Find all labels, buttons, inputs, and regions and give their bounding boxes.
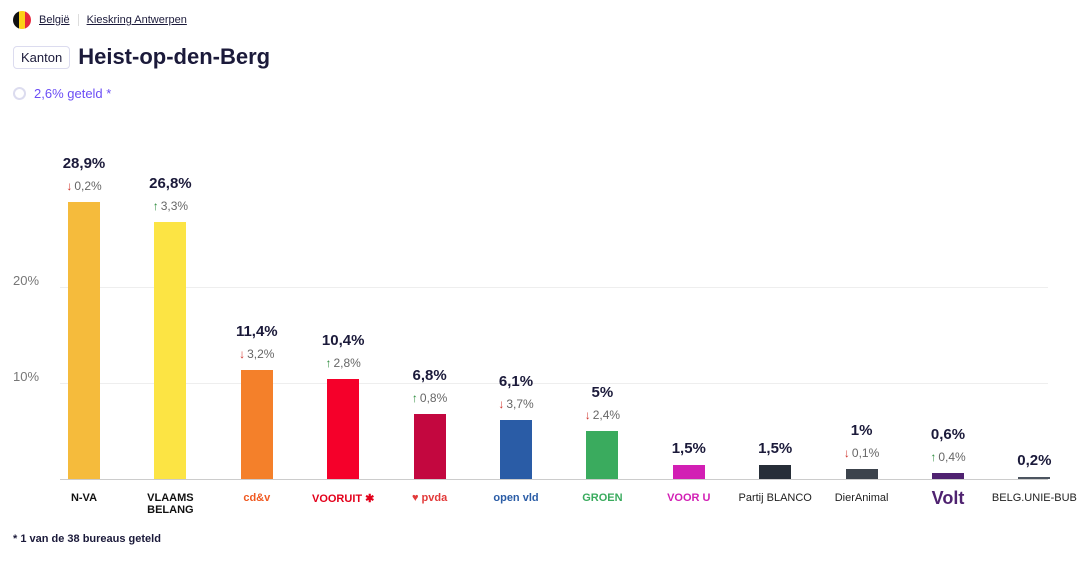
change-value: 3,3% — [160, 198, 189, 213]
party-logo[interactable]: DierAnimal — [834, 492, 889, 504]
value-label: 26,8% — [149, 174, 192, 192]
party-logo[interactable]: Volt — [931, 488, 965, 508]
arrow-down-icon: ↓ — [66, 178, 73, 193]
progress-spinner-icon — [13, 87, 26, 100]
value-label: 6,8% — [412, 366, 447, 384]
gridline — [60, 383, 1048, 384]
party-logo[interactable]: open vld — [493, 492, 539, 504]
value-label: 0,2% — [1017, 452, 1052, 469]
change-label: ↓ 3,2% — [212, 347, 302, 361]
breadcrumb-belgie[interactable]: België — [39, 14, 70, 26]
bar-10 — [932, 473, 964, 479]
arrow-down-icon: ↓ — [239, 346, 246, 361]
arrow-up-icon: ↑ — [152, 198, 159, 213]
arrow-up-icon: ↑ — [411, 390, 418, 405]
change-label: ↓ 0,2% — [39, 179, 129, 193]
value-label: 1% — [850, 422, 873, 440]
page-header: Kanton Heist-op-den-Berg — [13, 44, 270, 70]
bar-8 — [759, 464, 792, 479]
party-logo[interactable]: ♥ pvda — [411, 492, 448, 504]
breadcrumb: België Kieskring Antwerpen — [13, 11, 187, 29]
bar-7 — [672, 464, 705, 479]
x-axis — [60, 479, 1048, 480]
footnote: * 1 van de 38 bureaus geteld — [13, 533, 161, 545]
change-value: 2,8% — [333, 356, 361, 371]
change-value: 0,4% — [938, 450, 966, 465]
party-logo[interactable]: N-VA — [70, 492, 98, 504]
arrow-down-icon: ↓ — [584, 408, 591, 422]
value-label: 6,1% — [498, 373, 534, 391]
counted-status: 2,6% geteld * — [13, 86, 111, 101]
bar-4 — [413, 413, 446, 479]
change-value: 0,1% — [851, 446, 880, 461]
change-label: ↓ 3,7% — [471, 397, 561, 411]
change-label: ↑ 2,8% — [298, 356, 388, 370]
change-label: ↑ 0,4% — [903, 450, 993, 464]
divider — [77, 14, 79, 26]
bar-9 — [845, 469, 878, 479]
bar-2 — [240, 369, 273, 479]
value-label: 5% — [591, 384, 614, 401]
y-tick-label: 10% — [13, 369, 40, 384]
change-label: ↑ 3,3% — [125, 199, 215, 213]
bar-0 — [68, 201, 100, 479]
arrow-down-icon: ↓ — [498, 397, 505, 412]
change-value: 2,4% — [592, 408, 621, 422]
bar-11 — [1018, 477, 1051, 479]
party-logo[interactable]: VOORUIT ✱ — [311, 493, 375, 505]
value-label: 10,4% — [321, 332, 365, 350]
breadcrumb-kieskring[interactable]: Kieskring Antwerpen — [86, 14, 187, 26]
party-logo[interactable]: Partij BLANCO — [738, 492, 812, 504]
change-label: ↓ 2,4% — [557, 408, 647, 422]
bar-6 — [586, 431, 619, 479]
change-value: 3,2% — [247, 346, 275, 361]
change-value: 3,7% — [506, 397, 534, 412]
value-label: 1,5% — [758, 439, 793, 457]
bar-5 — [500, 420, 532, 479]
change-value: 0,8% — [419, 390, 448, 405]
party-logo[interactable]: VOOR U — [667, 492, 711, 504]
change-label: ↓ 0,1% — [817, 446, 907, 460]
value-label: 1,5% — [671, 439, 706, 457]
change-label: ↑ 0,8% — [385, 391, 475, 405]
party-logo[interactable]: VLAAMS BELANG — [147, 492, 194, 516]
bar-3 — [327, 379, 360, 479]
arrow-down-icon: ↓ — [843, 446, 850, 461]
page-title: Heist-op-den-Berg — [78, 44, 271, 69]
party-logo[interactable]: BELG.UNIE-BUB — [991, 492, 1077, 504]
arrow-up-icon: ↑ — [930, 450, 937, 465]
counted-text: 2,6% geteld * — [34, 86, 112, 101]
change-value: 0,2% — [74, 178, 102, 193]
party-logo[interactable]: GROEN — [582, 492, 623, 504]
value-label: 11,4% — [235, 322, 278, 340]
y-tick-label: 20% — [13, 273, 40, 288]
kanton-badge: Kanton — [13, 45, 71, 69]
arrow-up-icon: ↑ — [325, 356, 332, 371]
bar-1 — [154, 221, 187, 479]
gridline — [60, 287, 1048, 288]
value-label: 28,9% — [62, 154, 106, 172]
party-logo[interactable]: cd&v — [243, 492, 271, 504]
belgium-flag-icon — [13, 11, 31, 29]
value-label: 0,6% — [930, 426, 966, 444]
